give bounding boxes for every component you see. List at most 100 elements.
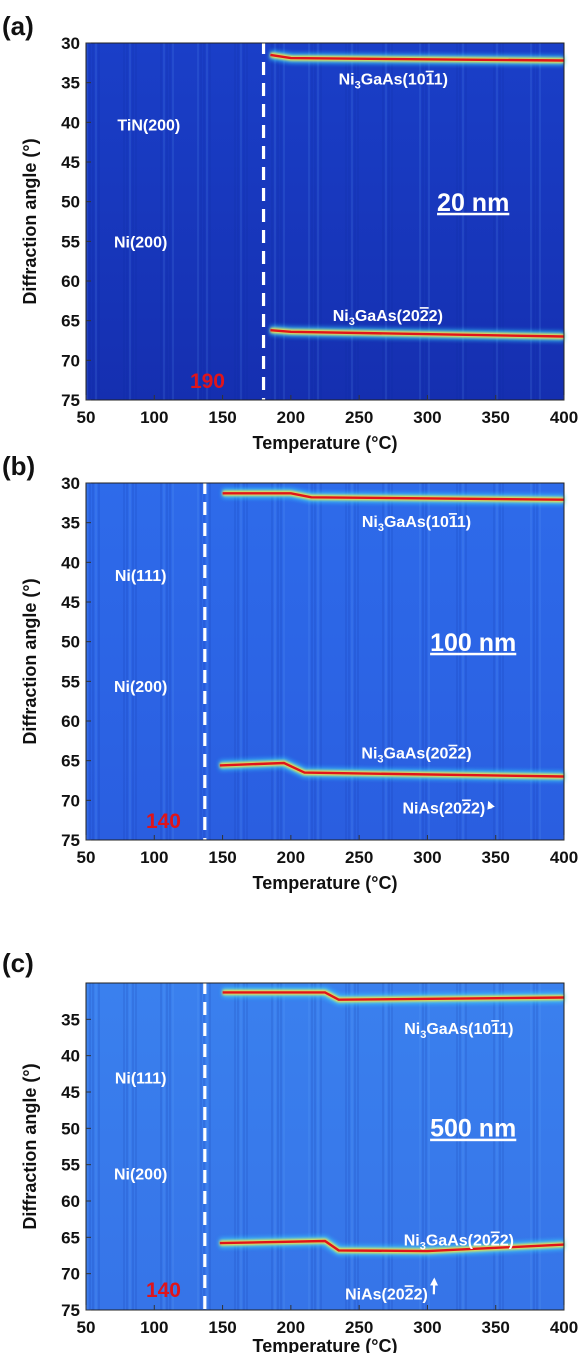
x-tick-label: 100 <box>140 1318 168 1337</box>
noise-stripe <box>317 483 319 840</box>
noise-stripe <box>388 43 390 400</box>
noise-stripe <box>237 43 239 400</box>
noise-stripe <box>533 43 535 400</box>
noise-stripe <box>536 483 538 840</box>
noise-stripe <box>92 43 94 400</box>
peak-label: TiN(200) <box>117 118 180 135</box>
noise-stripe <box>536 43 538 400</box>
peak-track <box>222 488 565 505</box>
x-tick-label: 300 <box>413 408 441 427</box>
x-tick-label: 50 <box>77 1318 96 1337</box>
noise-stripe <box>209 43 211 400</box>
x-tick-label: 350 <box>482 408 510 427</box>
y-tick-label: 45 <box>61 1083 80 1102</box>
y-tick-label: 45 <box>61 593 80 612</box>
noise-stripe <box>462 483 464 840</box>
peak-label: Ni3GaAs(1011) <box>362 514 471 534</box>
noise-stripe <box>357 43 359 400</box>
noise-stripe <box>391 43 393 400</box>
noise-stripe <box>530 43 532 400</box>
noise-stripe <box>246 43 248 400</box>
panel-c: 140 Ni3GaAs(1011) Ni(111) Ni(200) Ni3GaAs(20… <box>2 948 578 1353</box>
noise-stripe <box>277 483 279 840</box>
noise-stripe <box>465 43 467 400</box>
x-tick-label: 250 <box>345 408 373 427</box>
y-tick-label: 65 <box>61 752 80 771</box>
y-tick-label: 50 <box>61 193 80 212</box>
noise-stripe <box>320 483 322 840</box>
x-tick-label: 50 <box>77 848 96 867</box>
noise-stripe <box>348 43 350 400</box>
noise-stripe <box>206 43 208 400</box>
onset-temperature-label: 190 <box>190 370 225 393</box>
x-tick-label: 350 <box>482 1318 510 1337</box>
x-tick-label: 200 <box>277 1318 305 1337</box>
x-tick-label: 400 <box>550 848 578 867</box>
peak-track <box>219 758 565 781</box>
noise-stripe <box>314 43 316 400</box>
y-tick-label: 30 <box>61 34 80 53</box>
peak-label: Ni3GaAs(1011) <box>404 1021 513 1041</box>
panel-a: 190 Ni3GaAs(1011) TiN(200) Ni(200) Ni3GaAs(2… <box>2 11 578 453</box>
noise-stripe <box>459 483 461 840</box>
panel-b: 140 Ni3GaAs(1011) Ni(111) Ni(200) Ni3GaAs(20… <box>2 451 578 893</box>
noise-stripe <box>197 43 199 400</box>
x-tick-label: 300 <box>413 1318 441 1337</box>
noise-stripe <box>348 483 350 840</box>
noise-stripe <box>419 483 421 840</box>
x-tick-label: 100 <box>140 408 168 427</box>
noise-stripe <box>493 43 495 400</box>
x-tick-label: 150 <box>208 1318 236 1337</box>
y-axis-label: Diffraction angle (°) <box>20 138 40 304</box>
x-axis-label: Temperature (°C) <box>253 433 398 453</box>
peak-label: Ni(200) <box>114 1166 167 1183</box>
y-tick-label: 55 <box>61 232 80 251</box>
onset-temperature-label: 140 <box>146 1279 181 1302</box>
peak-label: NiAs(2022) <box>345 1286 428 1303</box>
x-tick-label: 150 <box>208 848 236 867</box>
noise-stripe <box>357 483 359 840</box>
peak-label: Ni3GaAs(2022) <box>333 308 443 328</box>
y-tick-label: 75 <box>61 831 80 850</box>
noise-stripe <box>283 483 285 840</box>
x-tick-label: 200 <box>277 848 305 867</box>
noise-stripe <box>533 483 535 840</box>
y-tick-label: 55 <box>61 1156 80 1175</box>
peak-label: NiAs(2022) <box>402 800 485 817</box>
peak-core <box>222 492 565 501</box>
y-axis-label: Diffraction angle (°) <box>20 1063 40 1229</box>
x-tick-label: 50 <box>77 408 96 427</box>
peak-track <box>222 987 565 1005</box>
y-tick-label: 65 <box>61 312 80 331</box>
noise-stripe <box>493 483 495 840</box>
y-tick-label: 70 <box>61 1265 80 1284</box>
peak-track <box>219 1236 565 1256</box>
noise-stripe <box>234 43 236 400</box>
noise-stripe <box>308 43 310 400</box>
noise-stripe <box>320 43 322 400</box>
plot-frame <box>85 42 565 401</box>
peak-label: Ni(200) <box>114 679 167 696</box>
noise-stripe <box>425 483 427 840</box>
noise-stripe <box>280 43 282 400</box>
peak-core <box>270 53 565 62</box>
noise-stripe <box>277 43 279 400</box>
noise-stripe <box>311 43 313 400</box>
x-tick-label: 150 <box>208 408 236 427</box>
noise-stripe <box>502 43 504 400</box>
noise-stripe <box>283 43 285 400</box>
noise-stripe <box>280 483 282 840</box>
y-tick-label: 40 <box>61 1047 80 1066</box>
y-tick-label: 75 <box>61 391 80 410</box>
y-tick-label: 65 <box>61 1228 80 1247</box>
y-tick-label: 55 <box>61 672 80 691</box>
y-tick-label: 30 <box>61 474 80 493</box>
noise-stripe <box>135 43 137 400</box>
noise-stripe <box>354 483 356 840</box>
peak-core <box>219 761 565 778</box>
peak-label: Ni3GaAs(1011) <box>339 72 448 92</box>
noise-stripe <box>530 483 532 840</box>
noise-stripe <box>311 483 313 840</box>
peak-arrow <box>487 800 495 810</box>
